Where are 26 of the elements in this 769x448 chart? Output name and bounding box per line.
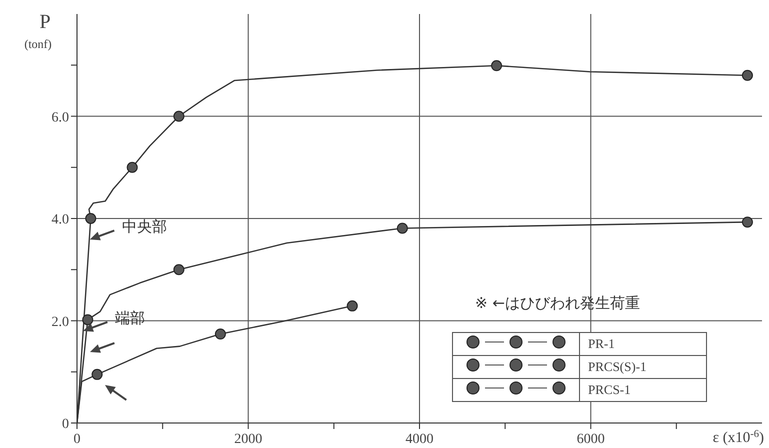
x-axis-title: ε (x10$^{-6}$) [712,428,764,446]
y-tick-label: 4.0 [52,212,69,228]
point [92,368,103,380]
x-tick-label: 2000 [234,432,262,447]
point [173,264,184,276]
y-tick-label: 2.0 [52,314,69,330]
point [126,162,138,173]
x-tick-label: 0 [74,432,80,447]
y-tick-label: 6.0 [52,110,69,126]
point [82,314,94,326]
x-tick-label: 4000 [406,432,434,447]
point [214,328,226,340]
annotation: 中央部 [122,217,167,236]
point [346,300,358,312]
point [85,213,96,224]
legend-label: PRCS-1 [580,378,706,402]
point [742,216,753,228]
legend-label: PR-1 [580,332,706,356]
point [742,70,753,81]
point [396,222,408,234]
x-tick-label: 6000 [576,432,605,447]
y-axis-title: P (tonf) [24,11,52,51]
legend-label: PRCS(S)-1 [580,356,706,378]
y-tick-label: 0 [62,417,69,432]
point [173,110,184,122]
point [491,60,502,72]
